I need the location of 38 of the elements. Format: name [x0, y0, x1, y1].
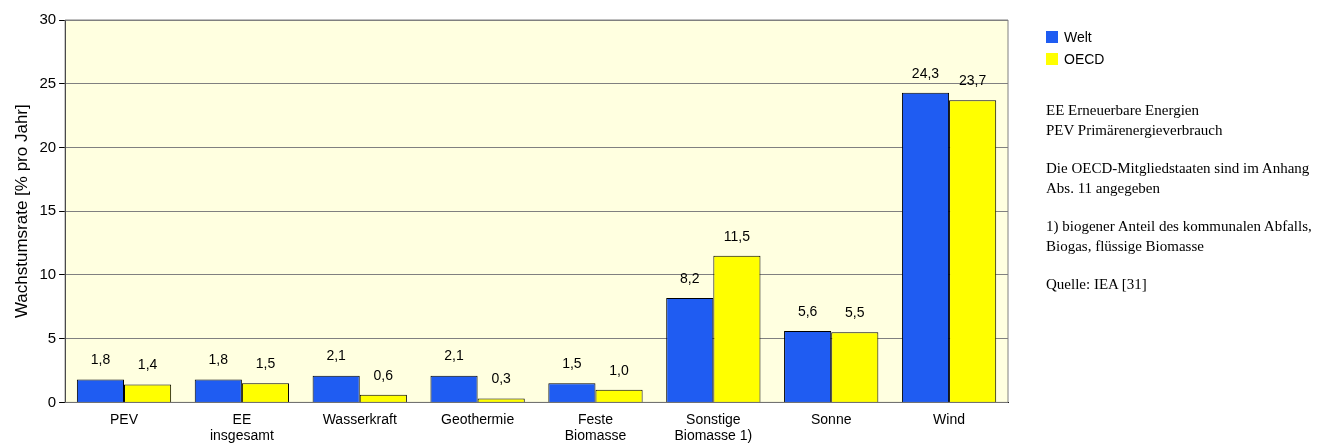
data-label: 5,5 — [845, 304, 865, 321]
data-label: 1,4 — [137, 356, 158, 373]
x-tick-label: EE insgesamt — [209, 410, 274, 444]
data-label: 11,5 — [723, 227, 751, 244]
text: Die OECD-Mitgliedstaaten sind im Anhang Abs. 11 angegeben — [1046, 159, 1311, 198]
data-label: 0,3 — [491, 370, 512, 387]
y-tick-label: 5 — [47, 328, 57, 346]
data-label: 2,1 — [326, 347, 347, 364]
legend-label: OECD — [1064, 51, 1105, 67]
text: 1) biogener Anteil des kommunalen Abfalls, Biogas, flüssige Biomasse — [1046, 217, 1313, 256]
data-label: 8,2 — [680, 269, 700, 286]
x-tick-label: PEV — [110, 410, 139, 427]
data-label: 1,8 — [90, 351, 111, 368]
y-tick-label: 25 — [39, 73, 57, 91]
text: EE Erneuerbare Energien PEV Primärenergieverbrauch — [1046, 101, 1224, 140]
data-label: 2,1 — [444, 347, 464, 364]
x-tick-label: Feste Biomasse — [564, 410, 627, 444]
x-tick-label: Wasserkraft — [322, 410, 397, 427]
x-tick-label: Wind — [933, 410, 966, 427]
x-tick-label: Sonne — [810, 410, 852, 427]
source-note: Quelle: IEA [31] — [1046, 275, 1148, 294]
data-label: 1,0 — [609, 361, 629, 378]
data-label: 24,3 — [911, 64, 940, 81]
y-tick-label: 20 — [39, 137, 57, 155]
y-axis-title: Wachstumsrate [% pro Jahr] — [11, 104, 31, 319]
y-tick-label: 10 — [39, 265, 57, 283]
x-tick-label: Geothermie — [441, 410, 515, 427]
data-label: 0,6 — [373, 366, 394, 383]
data-label: 1,5 — [562, 355, 582, 372]
y-tick-label: 15 — [39, 201, 57, 219]
data-label: 5,6 — [797, 302, 818, 319]
y-tick-label: 30 — [39, 10, 57, 28]
y-tick-label: 0 — [47, 392, 57, 410]
legend-label: Welt — [1064, 29, 1092, 45]
data-label: 1,8 — [208, 351, 229, 368]
data-label: 1,5 — [255, 355, 276, 372]
x-tick-label: Sonstige Biomasse 1) — [674, 410, 753, 444]
data-label: 23,7 — [959, 72, 987, 89]
